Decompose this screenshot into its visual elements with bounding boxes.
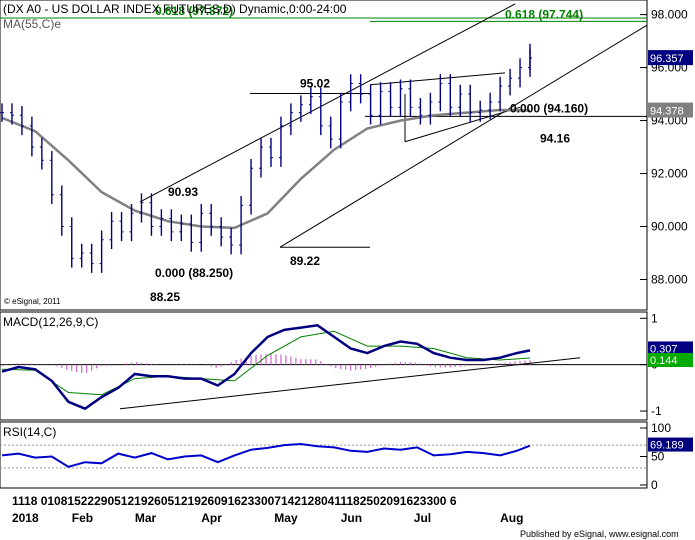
signal-value-box [648,353,693,368]
signal-line [1,330,531,396]
x-axis-day-labels: 1118 01081522290512192605121926091623300… [12,494,457,508]
last-price-box [648,50,693,66]
x-axis-month-label: Mar [135,511,157,525]
x-axis-month-label: Apr [201,511,222,525]
last-price-label: 96.357 [650,53,684,65]
rsi-y-tick-label: 50 [651,450,665,464]
macd-y-tick-label: -1 [651,404,662,418]
macd-value-label: 0.307 [650,343,678,355]
fib-label-97872: 0.618 (97.872) [155,4,233,18]
x-axis-month-label: Jul [414,511,431,525]
watermark: © eSignal, 2011 [4,297,61,306]
macd-title: MACD(12,26,9,C) [3,315,98,329]
macd-value-box [648,341,693,356]
fib-label-97744: 0.618 (97.744) [505,7,583,21]
ma-value-label: 94.378 [650,106,684,118]
annotation-94-160: 0.000 (94.160) [510,101,588,115]
rsi-line [1,442,531,468]
ma-line [1,108,531,230]
annotation-88-250: 0.000 (88.250) [155,266,233,280]
rsi-value-label: 69.189 [650,440,684,452]
annotation-94-16: 94.16 [540,131,570,145]
price-chart: 0.618 (97.872) 0.618 (97.744) 95.02 0.000 (… [0,3,648,304]
annotation-88-25: 88.25 [150,290,180,304]
rsi-y-tick-label: 100 [651,421,671,435]
macd-chart [0,323,647,411]
annotation-90-93: 90.93 [168,185,198,199]
ma-label: MA(55,C)e [3,17,61,31]
x-axis-month-label: Aug [500,511,523,525]
annotation-89-22: 89.22 [290,254,320,268]
x-axis-month-label: Feb [72,511,93,525]
rsi-y-tick-label: 0 [651,478,658,492]
annotation-95-02: 95.02 [300,77,330,91]
price-y-tick-label: 98.000 [651,8,688,22]
channel-lower-line [279,24,648,248]
x-axis-month-label: 2018 [12,511,39,525]
channel-upper-line [139,3,516,203]
rsi-title: RSI(14,C) [3,425,56,439]
axes: 98.00096.00094.00092.00090.00088.00096.3… [12,8,693,525]
price-y-tick-label: 90.000 [651,220,688,234]
footer-credit: Published by eSignal, www.esignal.com [520,529,679,539]
price-chart-title: (DX A0 - US DOLLAR INDEX FUTURES,D) Dyna… [3,2,347,16]
rsi-chart [0,442,647,469]
signal-value-label: 0.144 [650,355,678,367]
triangle-lower-line [404,106,521,143]
x-axis-month-label: Jun [341,511,362,525]
rsi-value-box [648,437,693,452]
price-y-tick-label: 92.000 [651,167,688,181]
macd-y-tick-label: 1 [651,311,658,325]
x-axis-month-label: May [274,511,298,525]
macd-trendline [119,357,581,410]
rsi-panel [0,421,648,489]
macd-line [1,323,531,411]
price-y-tick-label: 88.000 [651,273,688,287]
ma-value-box [648,102,693,118]
price-panel [0,0,648,311]
triangle-upper-line [369,72,506,86]
